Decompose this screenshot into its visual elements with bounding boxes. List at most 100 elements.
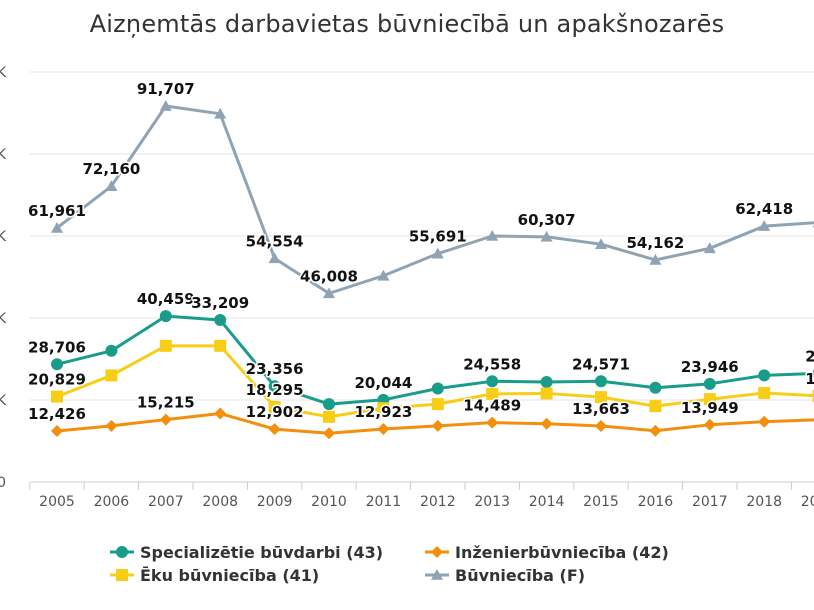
data-point[interactable]	[105, 180, 118, 191]
x-tick-label: 2008	[202, 494, 238, 510]
y-tick-label: K	[0, 393, 7, 409]
data-point[interactable]	[758, 387, 771, 400]
data-point[interactable]	[431, 247, 444, 259]
data-label: 23,946	[681, 358, 739, 376]
x-tick-label: 2005	[39, 494, 75, 510]
data-point[interactable]	[323, 410, 335, 423]
data-label: 91,707	[137, 80, 195, 98]
data-point[interactable]	[812, 389, 814, 402]
data-point[interactable]	[268, 400, 281, 413]
data-point[interactable]	[377, 402, 390, 415]
series-0	[51, 310, 814, 411]
y-tick-label: 0	[0, 475, 6, 491]
data-point[interactable]	[323, 287, 335, 299]
legend-label: Inženierbūvniecība (42)	[455, 543, 669, 562]
data-point[interactable]	[649, 381, 662, 394]
data-point[interactable]	[377, 269, 390, 281]
chart-title: Aizņemtās darbavietas būvniecībā un apak…	[89, 10, 725, 38]
series-2	[51, 339, 814, 423]
legend-marker	[116, 569, 128, 581]
data-point[interactable]	[703, 242, 716, 254]
legend-label: Ēku būvniecība (41)	[140, 565, 319, 585]
data-point[interactable]	[51, 358, 63, 371]
data-point[interactable]	[268, 252, 281, 264]
data-point[interactable]	[595, 419, 607, 432]
data-point[interactable]	[758, 220, 771, 231]
x-tick-label: 2011	[366, 494, 402, 510]
data-label: 18,295	[246, 381, 304, 399]
legend-item[interactable]: Inženierbūvniecība (42)	[425, 543, 669, 562]
data-point[interactable]	[214, 407, 227, 420]
legend-marker	[116, 546, 128, 558]
data-label: 14,489	[463, 397, 521, 415]
data-point[interactable]	[159, 310, 172, 323]
data-label: 12,426	[28, 405, 86, 423]
data-label: 23,356	[246, 360, 304, 378]
data-point[interactable]	[431, 398, 444, 411]
data-point[interactable]	[159, 413, 172, 426]
data-point[interactable]	[268, 380, 281, 393]
legend-item[interactable]: Specializētie būvdarbi (43)	[110, 543, 383, 562]
data-point[interactable]	[105, 344, 118, 357]
data-label: 61,961	[28, 202, 86, 220]
data-point[interactable]	[703, 393, 716, 406]
x-tick-label: 2016	[638, 494, 674, 510]
data-point[interactable]	[214, 339, 227, 352]
x-tick-label: 2007	[148, 494, 184, 510]
data-point[interactable]	[595, 238, 607, 249]
data-point[interactable]	[595, 375, 607, 388]
data-point[interactable]	[51, 221, 63, 233]
data-point[interactable]	[431, 419, 444, 432]
data-point[interactable]	[703, 377, 716, 390]
data-point[interactable]	[703, 418, 716, 431]
data-point[interactable]	[540, 375, 553, 388]
legend-item[interactable]: Ēku būvniecība (41)	[110, 565, 319, 585]
legend-marker	[431, 569, 443, 580]
x-tick-label: 2014	[529, 494, 565, 510]
legend-item[interactable]: Būvniecība (F)	[425, 566, 585, 585]
data-point[interactable]	[214, 107, 227, 119]
data-point[interactable]	[649, 253, 662, 265]
data-label: 46,008	[300, 267, 358, 285]
data-point[interactable]	[649, 400, 662, 413]
data-point[interactable]	[268, 423, 281, 436]
data-label: 40,459	[137, 290, 195, 308]
data-point[interactable]	[377, 423, 390, 436]
data-point[interactable]	[758, 369, 771, 382]
data-point[interactable]	[486, 230, 499, 241]
data-point[interactable]	[486, 387, 499, 400]
series-3	[51, 100, 814, 299]
data-label: 24,571	[572, 355, 630, 373]
data-point[interactable]	[758, 415, 771, 428]
data-point[interactable]	[540, 230, 553, 242]
legend-label: Būvniecība (F)	[455, 566, 585, 585]
data-point[interactable]	[486, 375, 499, 388]
x-tick-label: 2006	[94, 494, 130, 510]
data-point[interactable]	[214, 314, 227, 327]
data-point[interactable]	[595, 391, 607, 404]
data-point[interactable]	[105, 419, 118, 432]
x-tick-label: 2013	[474, 494, 510, 510]
data-label: 72,160	[82, 160, 140, 178]
x-tick-label: 2009	[257, 494, 293, 510]
data-point[interactable]	[486, 416, 499, 429]
legend: Specializētie būvdarbi (43) Inženierbūvni…	[110, 543, 669, 585]
data-label: 20,044	[354, 374, 412, 392]
data-label: 12,923	[354, 403, 412, 421]
data-point[interactable]	[159, 339, 172, 352]
data-point[interactable]	[51, 425, 63, 438]
data-point[interactable]	[323, 398, 335, 411]
data-point[interactable]	[105, 369, 118, 382]
data-point[interactable]	[540, 387, 553, 400]
data-point[interactable]	[159, 100, 172, 111]
series-1	[51, 407, 814, 440]
data-point[interactable]	[649, 424, 662, 437]
data-point[interactable]	[51, 390, 63, 403]
legend-label: Specializētie būvdarbi (43)	[140, 543, 383, 562]
data-label: 54,554	[246, 232, 304, 250]
data-label: 26,	[805, 347, 814, 365]
data-point[interactable]	[323, 427, 335, 440]
data-point[interactable]	[540, 417, 553, 430]
data-point[interactable]	[431, 382, 444, 395]
